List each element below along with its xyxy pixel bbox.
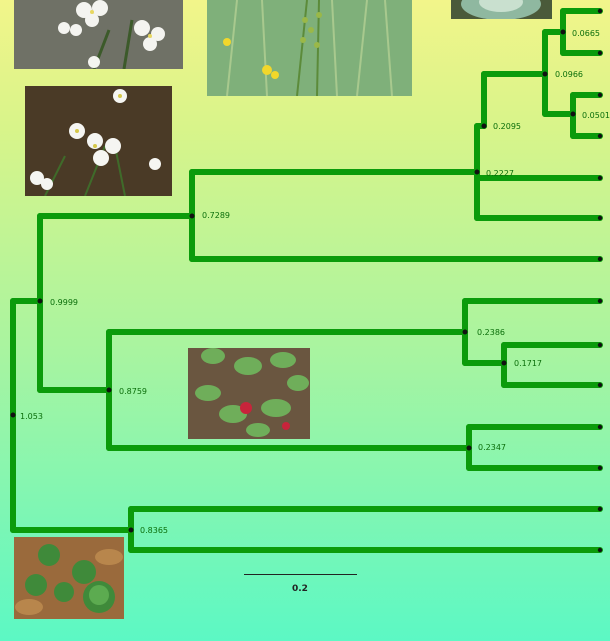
node-n8 — [106, 387, 112, 393]
yellow-flowers-photo — [207, 0, 412, 96]
node-n7 — [570, 111, 576, 117]
leaf-tip — [597, 298, 603, 304]
node-n4 — [481, 123, 487, 129]
leaf-tip — [597, 215, 603, 221]
leaf-tip — [597, 342, 603, 348]
leaf-tip — [597, 133, 603, 139]
support-label-n5: 0.0966 — [555, 70, 583, 79]
scale-bar — [244, 574, 357, 575]
leaf-tip — [597, 424, 603, 430]
internal-nodes — [10, 29, 576, 533]
node-root — [10, 412, 16, 418]
node-n9 — [462, 329, 468, 335]
support-labels: 1.053 0.9999 0.7289 0.2227 0.2095 0.0966 0.066… — [20, 29, 610, 535]
leaf-tip — [597, 506, 603, 512]
leaf-tip — [597, 175, 603, 181]
tree-branches — [10, 8, 603, 553]
white-flower-cluster-photo — [25, 86, 172, 196]
node-n10 — [501, 360, 507, 366]
node-n5 — [542, 71, 548, 77]
leaf-tip — [597, 50, 603, 56]
support-label-n4: 0.2095 — [493, 122, 521, 131]
white-flowers-photo — [14, 0, 183, 69]
cabbage-photo — [451, 0, 552, 19]
support-label-n11: 0.2347 — [478, 443, 506, 452]
leaf-tip — [597, 382, 603, 388]
leaf-tips — [597, 8, 603, 553]
leaf-tip — [597, 465, 603, 471]
node-n2 — [189, 213, 195, 219]
node-n3 — [474, 169, 480, 175]
node-n12 — [128, 527, 134, 533]
support-label-n6: 0.0665 — [572, 29, 600, 38]
node-n1 — [37, 298, 43, 304]
support-label-n8: 0.8759 — [119, 387, 147, 396]
radish-photo — [188, 348, 310, 439]
support-label-n1: 0.9999 — [50, 298, 78, 307]
leaf-tip — [597, 8, 603, 14]
round-leaf-plant-photo — [14, 537, 124, 619]
scale-bar-label: 0.2 — [292, 584, 308, 594]
support-label-n7: 0.0501 — [582, 111, 610, 120]
node-n6 — [560, 29, 566, 35]
leaf-tip — [597, 92, 603, 98]
leaf-tip — [597, 547, 603, 553]
support-label-n12: 0.8365 — [140, 526, 168, 535]
support-label-n2: 0.7289 — [202, 211, 230, 220]
support-label-n10: 0.1717 — [514, 359, 542, 368]
support-label-n9: 0.2386 — [477, 328, 505, 337]
node-n11 — [466, 445, 472, 451]
leaf-tip — [597, 256, 603, 262]
support-label-root: 1.053 — [20, 412, 43, 421]
support-label-n3: 0.2227 — [486, 169, 514, 178]
